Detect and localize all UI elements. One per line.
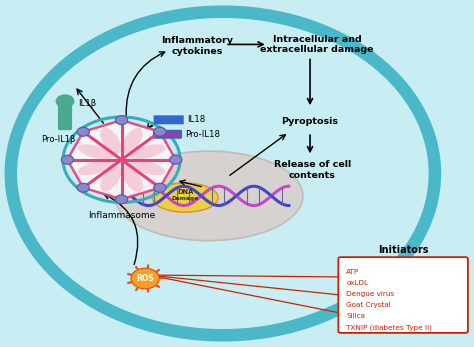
Text: oxLDL: oxLDL (346, 280, 368, 286)
Circle shape (154, 183, 166, 192)
Text: Damage: Damage (172, 196, 199, 201)
Circle shape (55, 94, 74, 108)
Text: IL18: IL18 (188, 115, 206, 124)
FancyBboxPatch shape (154, 115, 184, 124)
Ellipse shape (122, 128, 143, 154)
Ellipse shape (100, 128, 121, 154)
FancyBboxPatch shape (154, 130, 182, 138)
Text: ROS: ROS (136, 274, 154, 283)
Ellipse shape (78, 144, 113, 160)
Text: Pro-IL18: Pro-IL18 (185, 130, 220, 139)
Circle shape (131, 268, 159, 289)
Ellipse shape (130, 160, 165, 175)
Ellipse shape (11, 12, 435, 335)
Text: DNA: DNA (177, 189, 193, 195)
Text: Intracellular and
extracellular damage: Intracellular and extracellular damage (260, 35, 374, 54)
Text: Silica: Silica (346, 313, 365, 319)
Ellipse shape (115, 151, 303, 240)
Polygon shape (67, 120, 176, 199)
Circle shape (77, 183, 90, 192)
FancyBboxPatch shape (58, 103, 72, 130)
Circle shape (154, 127, 166, 136)
Text: Dengue virus: Dengue virus (346, 291, 394, 297)
Text: Pyroptosis: Pyroptosis (282, 117, 338, 126)
Text: Pro-IL1β: Pro-IL1β (41, 135, 76, 144)
Circle shape (170, 155, 182, 164)
Text: TXNIP (diabetes Type II): TXNIP (diabetes Type II) (346, 324, 432, 331)
Text: ATP: ATP (346, 269, 360, 275)
Circle shape (116, 195, 128, 204)
Ellipse shape (100, 166, 121, 192)
Circle shape (61, 155, 73, 164)
Text: Goat Crystal: Goat Crystal (346, 302, 391, 308)
Ellipse shape (122, 166, 143, 192)
Circle shape (116, 116, 128, 125)
Circle shape (77, 127, 90, 136)
Ellipse shape (152, 183, 218, 212)
Text: Initiators: Initiators (378, 245, 428, 255)
Text: Release of cell
contents: Release of cell contents (274, 160, 351, 180)
Text: IL1β: IL1β (78, 99, 96, 108)
Ellipse shape (130, 144, 165, 160)
Ellipse shape (78, 160, 113, 175)
Text: Inflammatory
cytokines: Inflammatory cytokines (161, 36, 233, 56)
FancyBboxPatch shape (338, 257, 468, 333)
Text: Inflammasome: Inflammasome (88, 211, 155, 220)
